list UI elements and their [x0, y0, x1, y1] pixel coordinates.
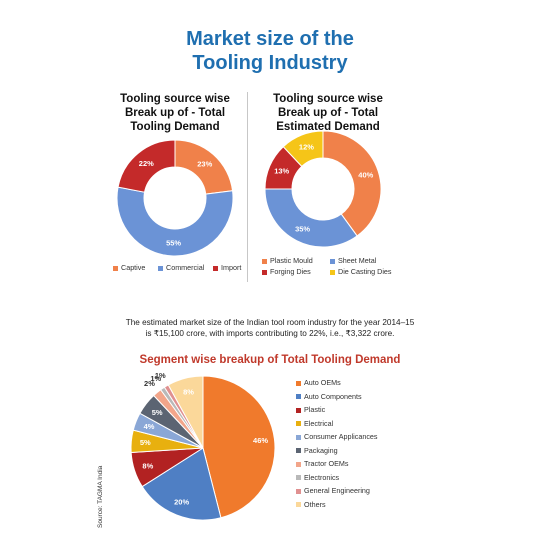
chart3-legend-item: Tractor OEMs [296, 459, 348, 468]
page-title-line-2: Tooling Industry [192, 52, 348, 74]
chart2-data-label: 12% [299, 143, 314, 152]
chart2-title-line: Estimated Demand [276, 121, 380, 133]
chart3-data-label: 20% [174, 497, 189, 506]
chart2-legend-label: Die Casting Dies [338, 267, 392, 276]
chart3-legend-item: Others [296, 500, 326, 509]
chart3-legend-label: Auto Components [304, 391, 362, 401]
chart3-data-label: 1% [150, 374, 161, 383]
chart2-legend-label: Sheet Metal [338, 256, 377, 265]
chart2-legend-item: Die Casting Dies [330, 267, 392, 276]
chart3-legend-label: Electronics [304, 472, 340, 482]
chart3-legend-label: Electrical [304, 418, 334, 428]
chart1-data-label: 55% [166, 238, 181, 247]
chart3-pie: 46% 20% 8% 5% 4% 5% 2%1%1% 8% [130, 371, 276, 521]
chart1-slice [116, 186, 234, 257]
page-title-line-1: Market size of the [186, 28, 354, 50]
chart1-legend: Captive Commercial Import [95, 263, 255, 275]
note-line-2: is ₹15,100 crore, with imports contribut… [145, 329, 395, 338]
chart1-legend-swatch [113, 265, 118, 271]
chart3-legend-swatch [296, 502, 301, 508]
chart3-legend-item: Consumer Applicances [296, 432, 378, 441]
chart3-legend-label: Tractor OEMs [304, 459, 349, 468]
chart3-legend-item: Electronics [296, 473, 339, 482]
chart1-title-line: Tooling source wise [120, 93, 230, 105]
chart3-legend-swatch [296, 434, 301, 440]
chart3-legend-item: Plastic [296, 405, 325, 414]
chart2-legend-item: Plastic Mould [262, 256, 313, 265]
chart3-legend-swatch [296, 380, 301, 386]
chart3-legend-label: Plastic [304, 405, 326, 414]
chart1-legend-swatch [158, 265, 163, 271]
chart2-legend-item: Sheet Metal [330, 256, 376, 265]
chart3-legend-swatch [296, 488, 301, 494]
chart1-title-line: Tooling Demand [130, 121, 220, 133]
chart3-legend-item: Electrical [296, 419, 333, 428]
chart3-data-label: 1% [155, 371, 166, 380]
page-title: Market size of the Tooling Industry [0, 27, 540, 75]
chart2-data-label: 35% [295, 225, 310, 234]
chart3-data-label: 2% [144, 379, 155, 388]
chart2-data-label: 13% [274, 167, 289, 176]
chart1-legend-item: Import [213, 263, 241, 272]
chart1-legend-item: Captive [113, 263, 145, 272]
chart1-legend-label: Commercial [166, 263, 205, 272]
chart2-legend-swatch [330, 269, 335, 275]
chart1-legend-label: Import [221, 263, 242, 272]
chart3-legend-swatch [296, 461, 301, 467]
chart2-donut: 40% 35% 13% 12% [264, 130, 382, 248]
chart3-data-label: 4% [144, 422, 155, 431]
chart3-legend-swatch [296, 475, 301, 481]
chart3-slice [202, 375, 276, 519]
chart2-legend-swatch [262, 258, 267, 264]
chart2-title-line: Break up of - Total [277, 107, 379, 119]
chart3-slice [141, 447, 222, 521]
chart2-title-line: Tooling source wise [273, 93, 383, 105]
chart2-data-label: 40% [358, 171, 373, 180]
chart1-legend-item: Commercial [158, 263, 204, 272]
chart3-data-label: 8% [183, 387, 194, 396]
chart3-legend-item: General Engineering [296, 486, 370, 495]
chart3-data-label: 5% [152, 408, 163, 417]
chart3-legend-swatch [296, 448, 301, 454]
chart3-legend-swatch [296, 394, 301, 400]
chart2-title: Tooling source wise Break up of - Total … [253, 92, 403, 134]
divider [247, 92, 248, 282]
note-line-1: The estimated market size of the Indian … [125, 318, 415, 327]
chart3-data-label: 8% [142, 461, 153, 470]
chart2-legend-label: Forging Dies [270, 267, 311, 276]
chart1-title-line: Break up of - Total [124, 107, 226, 119]
chart2-legend-swatch [262, 269, 267, 275]
chart2-legend-label: Plastic Mould [270, 256, 313, 265]
chart3-legend-item: Packaging [296, 446, 338, 455]
chart3-legend-item: Auto OEMs [296, 378, 341, 387]
chart3-legend-swatch [296, 421, 301, 427]
chart2-legend-item: Forging Dies [262, 267, 311, 276]
chart1-slice [117, 139, 176, 193]
chart3-legend: Auto OEMs Auto Components Plastic Electrica… [296, 378, 416, 509]
chart3-data-label: 46% [253, 436, 268, 445]
chart2-slice [282, 130, 324, 168]
chart3-legend-swatch [296, 407, 301, 413]
chart2-legend: Plastic Mould Sheet Metal Forging Dies D… [262, 256, 412, 282]
chart2-slice [264, 188, 358, 248]
chart2-legend-swatch [330, 258, 335, 264]
chart3-slice [167, 375, 204, 449]
chart1-title: Tooling source wise Break up of - Total … [95, 92, 255, 134]
source-note: Source: TAGMA India [97, 465, 104, 528]
chart3-data-label: 5% [140, 438, 151, 447]
chart3-title: Segment wise breakup of Total Tooling De… [139, 354, 401, 366]
chart1-legend-swatch [213, 265, 218, 271]
chart3-legend-label: Consumer Applicances [304, 432, 378, 441]
chart1-donut: 23% 55% 22% [116, 139, 234, 257]
chart1-legend-label: Captive [121, 263, 146, 272]
chart1-data-label: 23% [197, 160, 212, 169]
chart2-slice [322, 130, 382, 237]
chart3-legend-item: Auto Components [296, 392, 362, 401]
chart3-legend-label: Packaging [304, 445, 338, 455]
chart3-legend-label: Others [304, 499, 326, 509]
market-size-note: The estimated market size of the Indian … [100, 317, 440, 339]
chart3-legend-label: General Engineering [304, 486, 370, 495]
chart1-data-label: 22% [139, 159, 154, 168]
chart3-legend-label: Auto OEMs [304, 378, 341, 387]
